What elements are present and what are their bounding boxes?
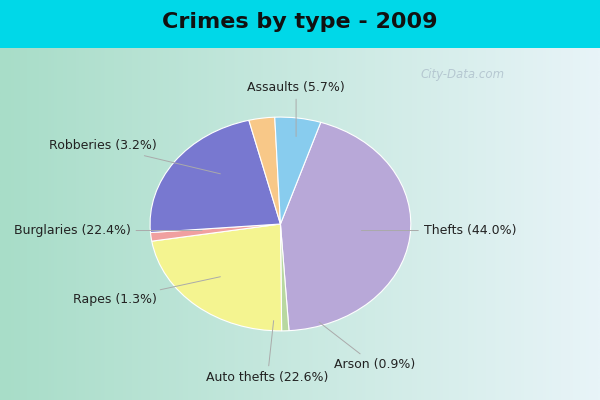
- Text: Auto thefts (22.6%): Auto thefts (22.6%): [206, 321, 329, 384]
- Text: Rapes (1.3%): Rapes (1.3%): [73, 277, 220, 306]
- Wedge shape: [280, 122, 411, 331]
- Text: Burglaries (22.4%): Burglaries (22.4%): [14, 224, 202, 237]
- Text: Arson (0.9%): Arson (0.9%): [319, 322, 415, 371]
- Wedge shape: [152, 224, 281, 331]
- Text: Assaults (5.7%): Assaults (5.7%): [247, 81, 345, 136]
- Wedge shape: [275, 117, 321, 224]
- Wedge shape: [151, 224, 280, 241]
- Wedge shape: [280, 224, 289, 331]
- Text: City-Data.com: City-Data.com: [421, 68, 505, 80]
- Text: Robberies (3.2%): Robberies (3.2%): [49, 139, 220, 174]
- Text: Crimes by type - 2009: Crimes by type - 2009: [162, 12, 438, 32]
- Wedge shape: [249, 117, 280, 224]
- Wedge shape: [150, 120, 280, 232]
- Text: Thefts (44.0%): Thefts (44.0%): [361, 224, 517, 237]
